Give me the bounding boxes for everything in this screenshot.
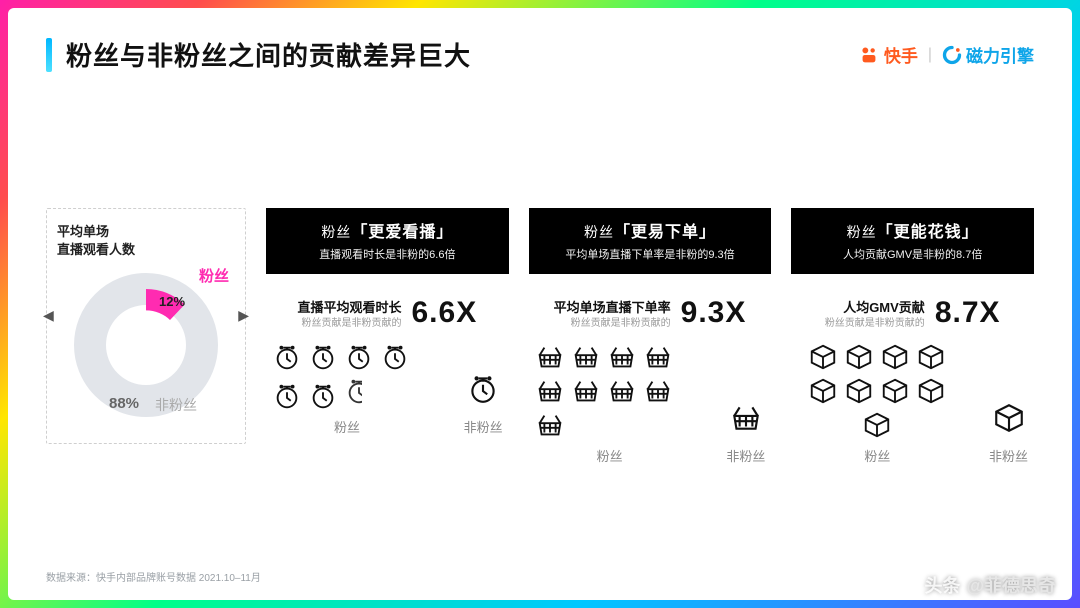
cili-text: 磁力引擎 [966, 42, 1034, 67]
kuaishou-logo: 快手 [858, 42, 918, 67]
stat-labels: 直播平均观看时长 粉丝贡献是非粉贡献的 [297, 299, 401, 330]
watermark-prefix: 头条 [924, 572, 960, 598]
nonfan-icon [729, 401, 763, 440]
watermark-handle: @菲德思奇 [966, 572, 1056, 598]
caret-right-icon: ▶ [238, 307, 249, 324]
title-wrap: 粉丝与非粉丝之间的贡献差异巨大 [46, 36, 471, 73]
multiplier-value: 9.3X [681, 296, 747, 330]
metric-head-order: 粉丝「更易下单」 平均单场直播下单率是非粉的9.3倍 [529, 208, 772, 274]
kuaishou-icon [858, 44, 880, 66]
donut-fan-label: 粉丝 [199, 265, 229, 286]
stat-label-1: 人均GMV贡献 [825, 299, 925, 317]
metric-stat-watch: 直播平均观看时长 粉丝贡献是非粉贡献的 6.6X [266, 296, 509, 330]
metric-head-main: 粉丝「更能花钱」 [797, 218, 1028, 242]
fan-icons [272, 342, 422, 411]
gradient-frame: 粉丝与非粉丝之间的贡献差异巨大 快手 | 磁力引擎 平均单场 直播观看人数 [0, 0, 1080, 608]
fan-icons [535, 342, 685, 440]
slide-card: 粉丝与非粉丝之间的贡献差异巨大 快手 | 磁力引擎 平均单场 直播观看人数 [8, 8, 1072, 600]
stat-label-1: 直播平均观看时长 [297, 299, 401, 317]
icon-area-order: 粉丝 非粉丝 [529, 342, 772, 465]
fan-col-label: 粉丝 [334, 417, 360, 436]
fan-stack: 粉丝 [272, 342, 422, 436]
nonfan-col-label: 非粉丝 [726, 446, 765, 465]
donut-title-line2: 直播观看人数 [57, 242, 135, 257]
stat-label-2: 粉丝贡献是非粉贡献的 [825, 317, 925, 331]
title-accent-bar [46, 38, 52, 72]
metric-head-watch: 粉丝「更爱看播」 直播观看时长是非粉的6.6倍 [266, 208, 509, 274]
multiplier-value: 6.6X [411, 296, 477, 330]
donut-title: 平均单场 直播观看人数 [57, 223, 235, 259]
icon-area-gmv: 粉丝 非粉丝 [791, 342, 1034, 465]
metric-stat-order: 平均单场直播下单率 粉丝贡献是非粉贡献的 9.3X [529, 296, 772, 330]
content-row: 平均单场 直播观看人数 ◀ ▶ 粉丝 12% 88% 非粉丝 粉丝「更爱看播」 [46, 208, 1034, 465]
cili-logo: 磁力引擎 [942, 42, 1034, 67]
nonfan-col-label: 非粉丝 [989, 446, 1028, 465]
donut-fan-pct: 12% [159, 294, 185, 309]
donut-nonfan-pct: 88% [109, 395, 139, 412]
page-title: 粉丝与非粉丝之间的贡献差异巨大 [66, 36, 471, 73]
icon-area-watch: 粉丝 非粉丝 [266, 342, 509, 436]
stat-label-2: 粉丝贡献是非粉贡献的 [297, 317, 401, 331]
stat-labels: 平均单场直播下单率 粉丝贡献是非粉贡献的 [554, 299, 671, 330]
donut-nonfan-label: 非粉丝 [155, 395, 197, 415]
nonfan-stack: 非粉丝 [726, 401, 765, 465]
nonfan-icon [992, 401, 1026, 440]
donut-chart [66, 265, 226, 425]
fan-stack: 粉丝 [535, 342, 685, 465]
cili-icon [942, 45, 962, 65]
nonfan-stack: 非粉丝 [464, 372, 503, 436]
header: 粉丝与非粉丝之间的贡献差异巨大 快手 | 磁力引擎 [46, 36, 1034, 73]
metric-watch: 粉丝「更爱看播」 直播观看时长是非粉的6.6倍 直播平均观看时长 粉丝贡献是非粉… [266, 208, 509, 436]
caret-left-icon: ◀ [43, 307, 54, 324]
watermark: 头条 @菲德思奇 [924, 572, 1056, 598]
fan-icons [797, 342, 957, 440]
fan-col-label: 粉丝 [864, 446, 890, 465]
kuaishou-text: 快手 [884, 42, 918, 67]
brand-logos: 快手 | 磁力引擎 [858, 42, 1034, 67]
logo-divider: | [928, 46, 932, 64]
metric-head-sub: 直播观看时长是非粉的6.6倍 [272, 246, 503, 262]
metric-head-main: 粉丝「更易下单」 [535, 218, 766, 242]
metric-stat-gmv: 人均GMV贡献 粉丝贡献是非粉贡献的 8.7X [791, 296, 1034, 330]
metric-gmv: 粉丝「更能花钱」 人均贡献GMV是非粉的8.7倍 人均GMV贡献 粉丝贡献是非粉… [791, 208, 1034, 465]
stat-label-1: 平均单场直播下单率 [554, 299, 671, 317]
fan-col-label: 粉丝 [597, 446, 623, 465]
metric-head-gmv: 粉丝「更能花钱」 人均贡献GMV是非粉的8.7倍 [791, 208, 1034, 274]
metric-head-main: 粉丝「更爱看播」 [272, 218, 503, 242]
data-source-footnote: 数据来源：快手内部品牌账号数据 2021.10–11月 [46, 569, 261, 584]
stat-labels: 人均GMV贡献 粉丝贡献是非粉贡献的 [825, 299, 925, 330]
multiplier-value: 8.7X [935, 296, 1001, 330]
nonfan-icon [466, 372, 500, 411]
stat-label-2: 粉丝贡献是非粉贡献的 [554, 317, 671, 331]
fan-stack: 粉丝 [797, 342, 957, 465]
metric-order: 粉丝「更易下单」 平均单场直播下单率是非粉的9.3倍 平均单场直播下单率 粉丝贡… [529, 208, 772, 465]
nonfan-col-label: 非粉丝 [464, 417, 503, 436]
donut-title-line1: 平均单场 [57, 224, 109, 239]
metric-head-sub: 人均贡献GMV是非粉的8.7倍 [797, 246, 1028, 262]
donut-panel: 平均单场 直播观看人数 ◀ ▶ 粉丝 12% 88% 非粉丝 [46, 208, 246, 444]
metric-head-sub: 平均单场直播下单率是非粉的9.3倍 [535, 246, 766, 262]
nonfan-stack: 非粉丝 [989, 401, 1028, 465]
